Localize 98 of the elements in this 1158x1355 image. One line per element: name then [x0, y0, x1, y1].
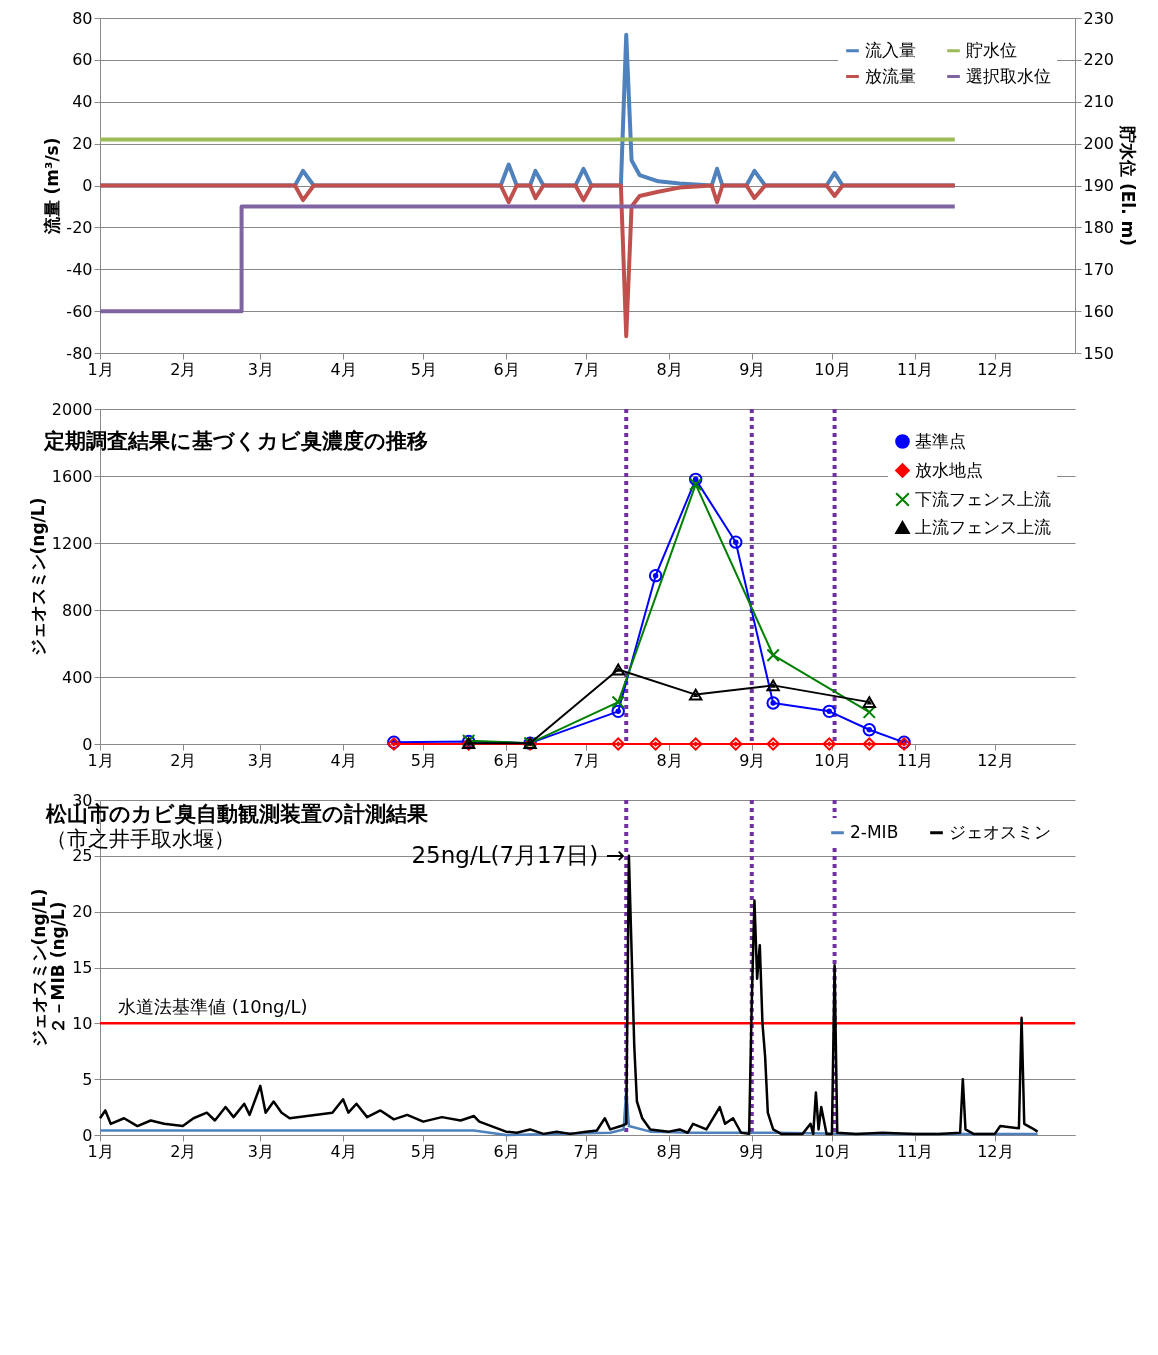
legend-label: 下流フェンス上流: [915, 488, 1051, 509]
x-tick-label: 4月: [330, 359, 357, 379]
x-tick-label: 5月: [410, 1141, 437, 1161]
y2-tick-label: 190: [1083, 176, 1115, 195]
x-tick-label: 12月: [977, 1141, 1014, 1161]
y2-tick-label: 210: [1083, 92, 1115, 112]
y-tick-label: -60: [66, 301, 93, 321]
y-tick-label: 20: [72, 134, 93, 154]
y-tick-label: 15: [72, 958, 93, 977]
x-tick-label: 10月: [814, 1141, 851, 1161]
x-tick-label: 6月: [493, 359, 520, 379]
x-tick-label: 6月: [493, 1141, 520, 1161]
x-tick-label: 9月: [739, 359, 766, 379]
x-tick-label: 5月: [410, 750, 437, 770]
y-tick-label: 400: [61, 667, 93, 687]
point: [822, 737, 836, 751]
x-tick-label: 8月: [656, 1141, 683, 1161]
y-tick-label: 0: [82, 176, 93, 195]
y-tick-label: 2000: [51, 399, 93, 419]
x-tick-label: 5月: [410, 359, 437, 379]
x-tick-label: 9月: [739, 1141, 766, 1161]
y-tick-label: 1200: [51, 533, 93, 553]
y2-tick-label: 180: [1083, 217, 1115, 237]
x-tick-label: 11月: [897, 359, 934, 379]
point: [688, 737, 703, 751]
point: [862, 696, 877, 709]
line-series: [98, 183, 957, 339]
point: [766, 737, 780, 751]
y-tick-label: 40: [72, 92, 93, 112]
y-axis-title: 流量 (m³/s): [42, 137, 63, 236]
x-tick-label: 4月: [330, 1141, 357, 1161]
y-tick-label: 60: [72, 50, 93, 70]
x-tick-label: 10月: [814, 750, 851, 770]
x-tick-label: 8月: [656, 750, 683, 770]
x-tick-label: 3月: [247, 1141, 274, 1161]
point: [766, 696, 780, 710]
legend-label: 流入量: [865, 39, 916, 60]
legend-label: 基準点: [915, 430, 966, 451]
y2-tick-label: 160: [1083, 301, 1115, 321]
y-tick-label: 80: [72, 8, 93, 28]
point: [766, 679, 780, 692]
y-axis-title: ジェオスミン(ng/L) ２－MIB (ng/L): [29, 888, 69, 1048]
x-tick-label: 9月: [739, 750, 766, 770]
annotation: 25ng/L(7月17日) →: [411, 841, 625, 868]
y-axis-title: ジェオスミン(ng/L): [27, 497, 48, 657]
x-tick-label: 6月: [493, 750, 520, 770]
point: [729, 737, 743, 751]
point: [729, 535, 743, 549]
point: [688, 472, 703, 487]
point: [611, 663, 625, 676]
legend-label: 選択取水位: [966, 65, 1051, 86]
y2-tick-label: 170: [1083, 259, 1115, 279]
ref-line-label: 水道法基準値 (10ng/L): [118, 996, 308, 1018]
y2-tick-label: 150: [1083, 343, 1115, 363]
legend-label: 放流量: [865, 65, 916, 86]
legend-label: ジェオスミン: [949, 821, 1051, 842]
x-tick-label: 3月: [247, 359, 274, 379]
y-tick-label: 20: [72, 902, 93, 922]
y-tick-label: 1600: [51, 466, 93, 486]
x-tick-label: 7月: [573, 359, 600, 379]
x-tick-label: 7月: [573, 750, 600, 770]
x-tick-label: 11月: [897, 1141, 934, 1161]
point: [766, 648, 780, 662]
y-tick-label: -20: [66, 217, 93, 237]
point: [688, 477, 703, 492]
point: [688, 688, 703, 701]
point: [862, 723, 877, 737]
point: [611, 695, 625, 709]
y-tick-label: 800: [61, 600, 93, 620]
x-tick-label: 3月: [247, 750, 274, 770]
text: 定期調査結果に基づくカビ臭濃度の推移: [43, 429, 429, 453]
x-tick-label: 2月: [170, 1141, 197, 1161]
y2-axis-title: 貯水位 (El. m): [1118, 125, 1139, 246]
legend-label: 貯水位: [966, 39, 1017, 60]
x-tick-label: 7月: [573, 1141, 600, 1161]
legend-label: 2-MIB: [850, 821, 899, 842]
point: [611, 737, 625, 751]
x-tick-label: 8月: [656, 359, 683, 379]
y-tick-label: 5: [82, 1069, 93, 1089]
point: [648, 737, 663, 751]
x-tick-label: 2月: [170, 359, 197, 379]
point: [648, 568, 663, 583]
y2-tick-label: 230: [1083, 8, 1115, 28]
x-tick-label: 11月: [897, 750, 934, 770]
x-tick-label: 4月: [330, 750, 357, 770]
y2-tick-label: 220: [1083, 50, 1115, 70]
legend-label: 上流フェンス上流: [915, 516, 1051, 537]
x-tick-label: 10月: [814, 359, 851, 379]
point: [822, 704, 836, 719]
legend-label: 放水地点: [915, 459, 983, 480]
point: [611, 704, 625, 719]
x-tick-label: 2月: [170, 750, 197, 770]
x-tick-label: 12月: [977, 359, 1014, 379]
point: [862, 737, 877, 751]
x-tick-label: 12月: [977, 750, 1014, 770]
y-tick-label: -40: [66, 259, 93, 279]
y2-tick-label: 200: [1083, 134, 1115, 154]
y-tick-label: 10: [72, 1013, 93, 1033]
